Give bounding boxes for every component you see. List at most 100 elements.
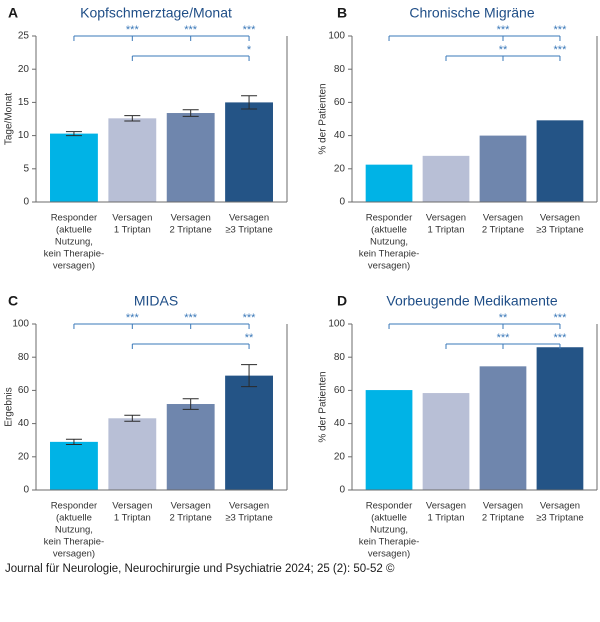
- panel-b-sig-label-2-2: ***: [554, 44, 568, 56]
- panel-a-bar-1: [50, 133, 98, 202]
- panel-d-title: Vorbeugende Medikamente: [386, 293, 557, 309]
- panel-b-sig-label-1-2: ***: [554, 24, 568, 36]
- panel-d-category-3-line-2: 2 Triptane: [482, 513, 524, 524]
- panel-a-ytick-label-10: 10: [18, 130, 30, 141]
- panel-a-ytick-label-5: 5: [23, 163, 29, 174]
- panel-b-bar-1: [365, 164, 413, 202]
- panel-b-ytick-label-20: 20: [334, 163, 346, 174]
- panel-c-bar-4: [225, 375, 273, 490]
- panel-d-ytick-label-20: 20: [334, 451, 346, 462]
- panel-c-sig-label-1-3: ***: [243, 312, 257, 324]
- panel-a-sig-label-1-1: ***: [126, 24, 140, 36]
- panel-d-sig-label-2-2: ***: [554, 332, 568, 344]
- panel-a-y-axis-label: Tage/Monat: [4, 93, 15, 145]
- panel-c-category-1-line-5: versagen): [53, 549, 95, 560]
- panel-a-category-3-line-1: Versagen: [171, 213, 211, 224]
- panel-c-category-3-line-1: Versagen: [171, 501, 211, 512]
- panel-d-ytick-label-100: 100: [328, 319, 345, 330]
- panel-c-ytick-label-60: 60: [18, 385, 30, 396]
- panel-d-ytick-label-60: 60: [334, 385, 346, 396]
- panel-a-category-1-line-5: versagen): [53, 261, 95, 272]
- panel-c-category-2-line-2: 1 Triptan: [114, 513, 151, 524]
- panel-a-category-2-line-1: Versagen: [112, 213, 152, 224]
- panel-a-ytick-label-20: 20: [18, 64, 30, 75]
- panel-c-category-1-line-4: kein Therapie-: [44, 537, 105, 548]
- panel-b-sig-label-2-1: **: [499, 44, 508, 56]
- panel-b-bar-4: [536, 120, 584, 202]
- panel-c-bar-1: [50, 441, 98, 490]
- panel-d-category-1-line-3: Nutzung,: [370, 525, 408, 536]
- panel-d-ytick-label-40: 40: [334, 418, 346, 429]
- panel-c-category-3-line-2: 2 Triptane: [170, 513, 212, 524]
- panel-b-category-3-line-2: 2 Triptane: [482, 225, 524, 236]
- panel-d-bar-4: [536, 347, 584, 490]
- panel-a-bar-4: [225, 102, 273, 202]
- panel-b-category-1-line-1: Responder: [366, 213, 412, 224]
- panel-b-bar-2: [422, 155, 470, 202]
- panel-a-category-3-line-2: 2 Triptane: [170, 225, 212, 236]
- panel-d-y-axis-label: % der Patienten: [318, 371, 329, 442]
- panel-b-category-2-line-1: Versagen: [426, 213, 466, 224]
- panel-c-y-axis-label: Ergebnis: [4, 387, 15, 426]
- panel-b-ytick-label-60: 60: [334, 97, 346, 108]
- panel-c-title: MIDAS: [134, 293, 178, 309]
- panel-c-letter: C: [8, 293, 18, 309]
- panel-a-letter: A: [8, 5, 18, 21]
- panel-d-bar-1: [365, 390, 413, 490]
- panel-a-category-2-line-2: 1 Triptan: [114, 225, 151, 236]
- panel-d-category-1-line-2: (aktuelle: [371, 513, 407, 524]
- panel-c-sig-label-1-1: ***: [126, 312, 140, 324]
- panel-a-category-4-line-2: ≥3 Triptane: [225, 225, 272, 236]
- panel-d-category-4-line-2: ≥3 Triptane: [536, 513, 583, 524]
- panel-d-category-2-line-2: 1 Triptan: [428, 513, 465, 524]
- panel-d-ytick-label-0: 0: [339, 485, 345, 496]
- panel-b-ytick-label-0: 0: [339, 197, 345, 208]
- panel-d-category-4-line-1: Versagen: [540, 501, 580, 512]
- panel-a-category-1-line-2: (aktuelle: [56, 225, 92, 236]
- panel-c-ytick-label-20: 20: [18, 451, 30, 462]
- panel-a-category-4-line-1: Versagen: [229, 213, 269, 224]
- panel-b-category-3-line-1: Versagen: [483, 213, 523, 224]
- panel-b-category-1-line-3: Nutzung,: [370, 237, 408, 248]
- panel-a-sig-label-1-2: ***: [184, 24, 198, 36]
- panel-b-bar-3: [479, 135, 527, 202]
- panel-a-category-1-line-3: Nutzung,: [55, 237, 93, 248]
- panel-a-sig-label-1-3: ***: [243, 24, 257, 36]
- panel-b-title: Chronische Migräne: [409, 5, 534, 21]
- panel-c-category-4-line-2: ≥3 Triptane: [225, 513, 272, 524]
- panel-b-category-1-line-5: versagen): [368, 261, 410, 272]
- panel-c-bar-3: [166, 404, 215, 490]
- panel-b-y-axis-label: % der Patienten: [318, 83, 329, 154]
- panel-c-bar-2: [108, 418, 157, 490]
- panel-a-bar-2: [108, 118, 157, 202]
- panel-a-ytick-label-0: 0: [23, 197, 29, 208]
- panel-a-title: Kopfschmerztage/Monat: [80, 5, 232, 21]
- panel-d-sig-label-2-1: ***: [497, 332, 511, 344]
- panel-c-ytick-label-80: 80: [18, 352, 30, 363]
- panel-a-category-1-line-1: Responder: [51, 213, 97, 224]
- panel-c-category-1-line-3: Nutzung,: [55, 525, 93, 536]
- panel-c-ytick-label-40: 40: [18, 418, 30, 429]
- panel-a-ytick-label-15: 15: [18, 97, 30, 108]
- panel-d-category-1-line-5: versagen): [368, 549, 410, 560]
- figure: A Kopfschmerztage/Monat Tage/Monat 0 5 10 15 20…: [4, 5, 598, 560]
- panel-b-ytick-label-100: 100: [328, 31, 345, 42]
- panel-d-category-1-line-1: Responder: [366, 501, 412, 512]
- panel-b-sig-label-1-1: ***: [497, 24, 511, 36]
- panel-c-category-2-line-1: Versagen: [112, 501, 152, 512]
- panel-b-letter: B: [337, 5, 347, 21]
- panel-b-ytick-label-80: 80: [334, 64, 346, 75]
- panel-c-category-4-line-1: Versagen: [229, 501, 269, 512]
- panel-b-category-2-line-2: 1 Triptan: [428, 225, 465, 236]
- panel-c-sig-label-2-1: **: [245, 332, 254, 344]
- panel-d-category-3-line-1: Versagen: [483, 501, 523, 512]
- panel-a-category-1-line-4: kein Therapie-: [44, 249, 105, 260]
- panel-b-category-1-line-4: kein Therapie-: [359, 249, 420, 260]
- panel-b-category-4-line-1: Versagen: [540, 213, 580, 224]
- panel-d-category-1-line-4: kein Therapie-: [359, 537, 420, 548]
- source-caption: Journal für Neurologie, Neurochirurgie u…: [5, 563, 395, 575]
- panel-d-bar-2: [422, 393, 470, 490]
- panel-b-category-1-line-2: (aktuelle: [371, 225, 407, 236]
- panel-a-sig-label-2-1: *: [247, 44, 252, 56]
- panel-c-ytick-label-100: 100: [12, 319, 29, 330]
